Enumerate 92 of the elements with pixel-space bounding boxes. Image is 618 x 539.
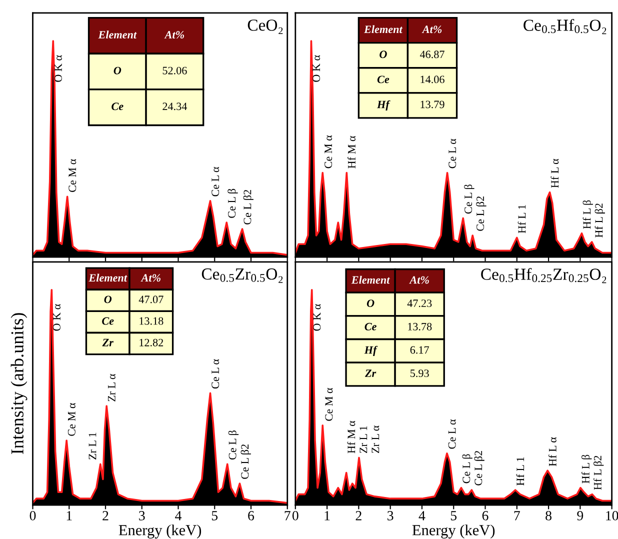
annotation: Zr [102, 338, 114, 346]
text: Element [364, 25, 403, 34]
annotation: 6.17 [410, 346, 429, 354]
x-tick-label: 4 [175, 511, 182, 520]
x-tick-label: 6 [482, 511, 488, 520]
x-tick-label: 0 [30, 511, 36, 520]
annotation: Ce L β [228, 430, 239, 460]
annotation: Hf L α [548, 437, 556, 466]
annotation: O [114, 66, 122, 74]
x-tick-label: 7 [284, 511, 290, 520]
annotation: Ce L β2 [474, 450, 484, 486]
annotation: Ce [112, 102, 124, 110]
x-tick-label: 2 [356, 511, 362, 520]
x-tick-label: 3 [388, 511, 394, 520]
annotation: Ce M α [324, 135, 332, 168]
annotation: Ce [377, 76, 390, 84]
annotation: Hf [364, 346, 378, 356]
annotation: 24.34 [162, 102, 188, 110]
text: At% [164, 31, 184, 39]
annotation: Ce L β [228, 188, 238, 218]
text: At% [409, 276, 429, 284]
annotation: Hf [376, 100, 390, 111]
annotation: 13.79 [420, 100, 444, 108]
annotation: Ce M α [68, 402, 76, 436]
text: Element [351, 276, 390, 284]
annotation: Hf L β [582, 200, 593, 229]
annotation: 47.23 [407, 300, 432, 308]
annotation: Hf L β2 [594, 204, 605, 238]
x-tick-label: 5 [450, 511, 457, 520]
text: Element [98, 30, 137, 39]
x-tick-label: 6 [248, 511, 254, 520]
annotation: 13.18 [140, 317, 164, 325]
annotation: Ce L β2 [476, 196, 486, 231]
annotation: 14.06 [420, 76, 444, 84]
annotation: Hf L 1 [518, 204, 526, 234]
annotation: O K α [54, 55, 62, 82]
annotation: 13.78 [408, 322, 432, 330]
annotation: Hf L α [550, 158, 559, 188]
chart-title: CeO₂ [248, 20, 283, 34]
annotation: Ce L α [212, 166, 220, 196]
x-tick-label: 5 [212, 511, 218, 520]
annotation: 47.07 [138, 296, 164, 304]
chart-title: Ce$_{0.5}$Zr$_{0.5}$O₂ [202, 268, 283, 283]
x-tick-label: 4 [418, 511, 426, 520]
chart-title: Ce$_{0.5}$Hf$_{0.25}$Zr$_{0.25}$O₂ [481, 268, 606, 284]
annotation: Zr [364, 370, 376, 377]
x-axis-title: Energy (keV) [118, 524, 202, 538]
x-tick-label: 9 [577, 511, 584, 520]
annotation: Ce L α [448, 419, 456, 449]
annotation: 46.87 [420, 50, 444, 58]
annotation: 5.93 [410, 370, 429, 378]
annotation: Zr L 1 [88, 432, 96, 460]
annotation: Hf M α [348, 136, 356, 168]
annotation: Ce L β [462, 454, 472, 484]
annotation: O K α [313, 304, 321, 331]
x-tick-label: 10 [606, 511, 618, 520]
chart-title: Ce$_{0.5}$Hf$_{0.5}$O₂ [524, 18, 606, 34]
x-axis-title: Energy (keV) [412, 524, 495, 538]
annotation: O [104, 296, 112, 304]
annotation: Ce L α [448, 138, 456, 168]
annotation: Zr L 1 [360, 426, 368, 454]
annotation: Hf L 1 [516, 457, 524, 486]
text: At% [140, 274, 160, 282]
x-tick-label: 1 [66, 511, 72, 520]
annotation: Ce L α [212, 359, 220, 389]
annotation: O [380, 50, 387, 58]
text: At% [422, 26, 442, 34]
x-tick-label: 0 [292, 511, 298, 520]
annotation: Zr L α [108, 374, 116, 402]
text: Element [88, 274, 128, 282]
annotation: Ce M α [68, 159, 76, 192]
annotation: Hf M α [347, 420, 356, 454]
x-tick-label: 8 [546, 511, 552, 520]
x-tick-label: 3 [139, 511, 145, 520]
annotation: Ce M α [325, 388, 333, 421]
y-axis-title: Intensity (arb.units) [10, 313, 28, 454]
annotation: Ce [102, 317, 114, 325]
annotation: O K α [312, 55, 320, 82]
annotation: Ce L β2 [240, 444, 251, 479]
annotation: Hf L β [581, 454, 592, 484]
x-tick-label: 1 [324, 511, 330, 520]
annotation: O K α [53, 304, 60, 331]
annotation: Ce [364, 322, 376, 330]
annotation: 52.06 [162, 66, 187, 74]
x-tick-label: 2 [102, 511, 108, 520]
annotation: Zr L α [372, 426, 380, 454]
annotation: O [366, 300, 374, 308]
annotation: Ce L β2 [243, 190, 254, 224]
x-tick-label: 7 [514, 511, 520, 520]
annotation: Hf L β2 [593, 456, 604, 490]
annotation: 12.82 [140, 338, 164, 346]
annotation: Ce L β [464, 184, 474, 214]
